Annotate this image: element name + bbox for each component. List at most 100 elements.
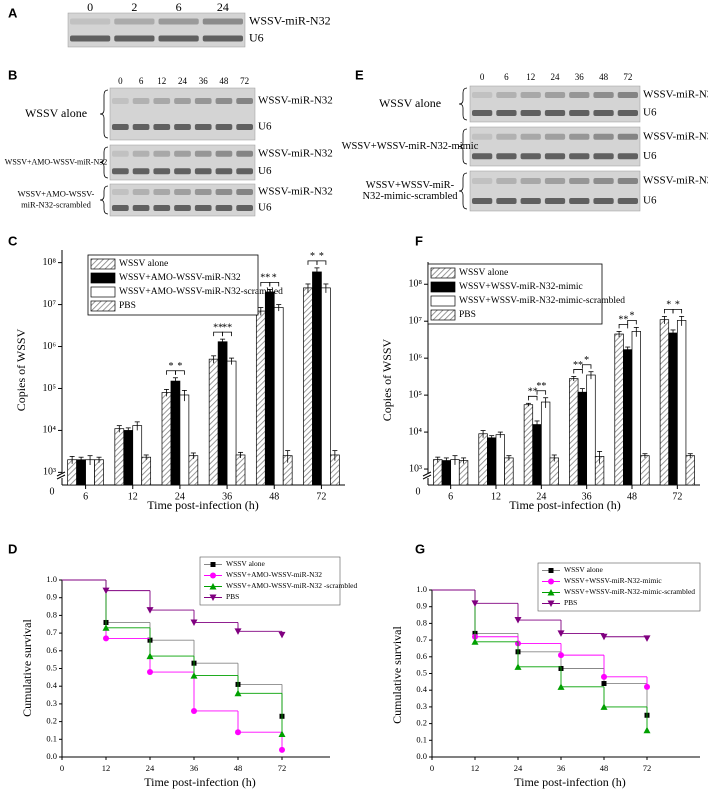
significance-label: **	[573, 360, 583, 371]
group-label: WSSV+WSSV-miR-	[366, 180, 455, 191]
blot-band	[112, 205, 129, 211]
y-tick-label: 0.4	[46, 680, 57, 690]
bar	[478, 433, 488, 486]
x-tick-label: 36	[222, 491, 232, 502]
y-tick-label: 0.4	[416, 684, 427, 694]
legend-swatch	[90, 286, 116, 298]
blot-band	[153, 168, 171, 175]
blot-band	[496, 110, 517, 116]
marker	[210, 562, 216, 567]
bar	[532, 424, 542, 486]
legend-swatch	[430, 309, 456, 321]
bar	[631, 331, 641, 486]
lane-label: 6	[504, 72, 509, 82]
y-tick-label: 0.9	[46, 592, 57, 602]
marker	[102, 587, 110, 595]
x-axis-label: Time post-infection (h)	[514, 775, 626, 789]
blot-band	[114, 35, 155, 42]
marker	[209, 583, 217, 590]
y-axis-label: Copies of WSSV	[380, 338, 394, 421]
blot-band	[617, 92, 638, 98]
marker	[558, 652, 564, 659]
blot-image	[67, 12, 246, 48]
blot-band	[194, 124, 212, 130]
axis-break-mark	[56, 474, 66, 480]
blot-band	[236, 189, 253, 195]
bar	[540, 401, 551, 486]
lane-label: 72	[240, 76, 249, 86]
blot-band	[174, 168, 191, 175]
legend-swatch	[90, 300, 116, 312]
blot-band	[569, 178, 590, 184]
blot-band	[593, 198, 614, 204]
y-tick-label: 10³	[409, 463, 422, 474]
significance-label: *	[177, 361, 182, 372]
row-label: U6	[643, 107, 657, 119]
marker	[557, 683, 565, 690]
panel-letter: A	[8, 5, 18, 20]
x-tick-label: 0	[430, 763, 434, 773]
panel-letter: F	[415, 233, 423, 248]
x-tick-label: 12	[102, 763, 111, 773]
blot-band	[496, 133, 517, 140]
significance-label: *	[310, 251, 315, 262]
significance-bracket	[175, 370, 185, 375]
row-label: U6	[249, 30, 264, 44]
blot-band	[215, 205, 233, 211]
x-tick-label: 12	[471, 763, 480, 773]
blot-band	[593, 133, 614, 140]
legend-label: WSSV+AMO-WSSV-miR-N32	[226, 570, 322, 579]
legend-label: WSSV+WSSV-miR-N32-mimic-scrambled	[459, 296, 625, 306]
lane-label: 72	[623, 72, 632, 82]
significance-label: **	[213, 322, 223, 333]
legend-box	[199, 556, 341, 606]
axis-break-mark	[56, 471, 66, 477]
x-tick-label: 24	[514, 763, 523, 773]
marker	[103, 635, 109, 642]
x-tick-label: 6	[448, 491, 453, 502]
y-tick-label: 0.2	[46, 716, 57, 726]
bar	[255, 310, 266, 486]
blot-band	[544, 92, 566, 98]
bar	[433, 459, 443, 486]
significance-label: **	[222, 322, 232, 333]
legend-box	[537, 562, 701, 612]
marker	[514, 663, 522, 670]
bar	[623, 349, 633, 486]
blot-band	[544, 133, 566, 140]
brace	[458, 87, 468, 121]
marker	[102, 624, 110, 631]
legend-label: PBS	[459, 310, 476, 320]
y-tick-label: 10⁷	[409, 316, 423, 327]
blot-band	[132, 124, 150, 130]
blot-band	[617, 153, 638, 160]
y-tick-label: 10⁶	[409, 352, 423, 363]
blot-band	[153, 150, 171, 157]
marker	[279, 746, 285, 753]
row-label: U6	[258, 121, 272, 133]
blot-band	[544, 153, 566, 160]
blot-band	[569, 92, 590, 98]
x-axis-label: Time post-infection (h)	[144, 775, 256, 789]
bar	[76, 459, 86, 486]
row-label: WSSV-miR-N32	[643, 89, 708, 101]
x-tick-label: 48	[234, 763, 243, 773]
origin-label: 0	[416, 486, 421, 497]
row-label: WSSV-miR-N32	[258, 186, 333, 198]
blot-image	[469, 126, 641, 167]
group-label: WSSV alone	[379, 96, 441, 110]
group-label: miR-N32-scrambled	[21, 199, 92, 209]
blot-band	[194, 205, 212, 211]
blot-band	[593, 178, 614, 184]
blot-band	[593, 92, 614, 98]
marker	[547, 600, 555, 607]
y-tick-label: 1.0	[416, 584, 427, 594]
blot-band	[236, 124, 253, 130]
significance-label: *	[584, 355, 589, 366]
blot-image	[109, 183, 256, 217]
group-label: N32-mimic-scrambled	[362, 191, 458, 202]
x-tick-label: 36	[582, 491, 592, 502]
marker	[471, 638, 479, 645]
x-tick-label: 72	[316, 491, 326, 502]
